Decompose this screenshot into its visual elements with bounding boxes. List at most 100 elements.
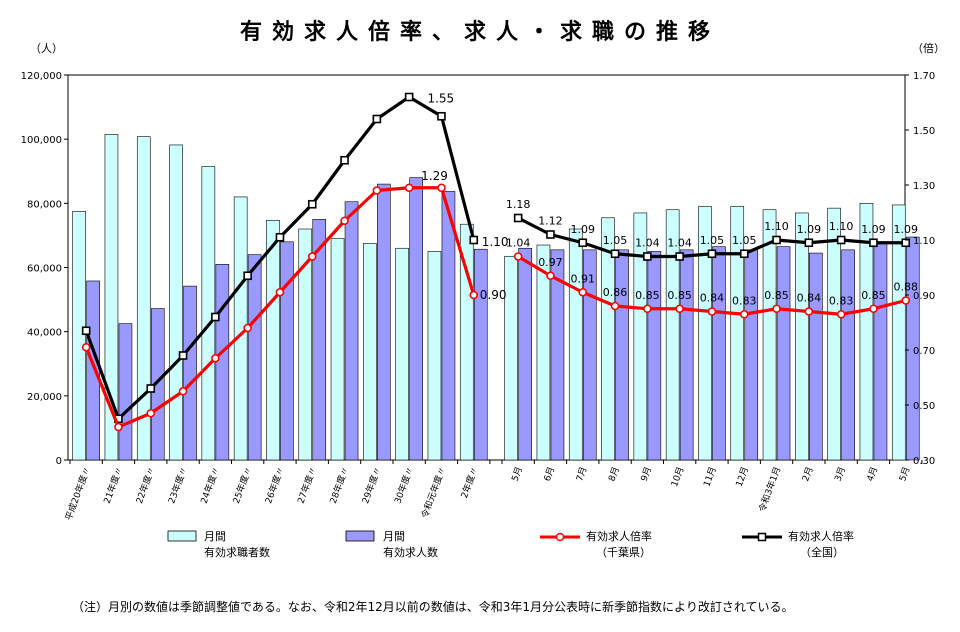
- data-label-national: 1.09: [861, 223, 886, 236]
- right-tick-label: 0.30: [913, 456, 935, 467]
- point-chiba: [836, 309, 846, 319]
- data-label-chiba: 0.84: [797, 292, 822, 305]
- point-chiba: [578, 287, 588, 297]
- category-label: 8月: [606, 465, 621, 483]
- category-label: 5月: [897, 465, 912, 483]
- point-chiba: [81, 342, 91, 352]
- category-label: 22年度〃: [133, 465, 157, 505]
- point-national: [307, 199, 317, 209]
- point-national: [275, 232, 285, 242]
- point-national: [869, 238, 878, 248]
- point-national: [178, 351, 188, 360]
- right-tick-label: 1.70: [913, 71, 935, 82]
- data-label-national: 1.10: [829, 220, 854, 233]
- data-label-chiba: 0.85: [764, 289, 789, 302]
- bar-openings: [118, 323, 133, 461]
- category-label: 26年度〃: [262, 465, 286, 505]
- bar-seekers: [363, 243, 377, 461]
- data-label-chiba: 0.91: [571, 272, 596, 285]
- category-label: 12月: [734, 465, 751, 488]
- bar-openings: [312, 219, 327, 461]
- bar-seekers: [730, 206, 745, 461]
- bar-seekers: [395, 247, 409, 461]
- bar-openings: [873, 243, 888, 461]
- legend-seekers-line2: 有効求職者数: [204, 545, 270, 559]
- point-chiba: [901, 296, 911, 305]
- point-national: [610, 249, 620, 259]
- point-chiba: [404, 183, 414, 193]
- data-label-chiba: 0.84: [700, 292, 725, 305]
- bar-seekers: [298, 228, 313, 461]
- left-tick-label: 120,000: [21, 71, 62, 82]
- data-label-national: 1.10: [482, 235, 509, 249]
- bar-seekers: [665, 209, 680, 461]
- point-chiba: [675, 304, 684, 314]
- right-tick-label: 0.50: [913, 401, 935, 412]
- left-axis-unit: （人）: [30, 42, 63, 55]
- point-national: [340, 155, 349, 165]
- bar-seekers: [859, 203, 874, 461]
- data-label-national: 1.04: [667, 237, 692, 250]
- point-national: [739, 249, 749, 259]
- bar-openings: [280, 241, 294, 461]
- category-label: 21年度〃: [101, 465, 125, 505]
- data-label-chiba: 0.86: [603, 286, 628, 299]
- bar-openings: [183, 285, 197, 461]
- chart-title: 有効求人倍率、求人・求職の推移: [239, 20, 720, 45]
- legend-national-line1: 有効求人倍率: [788, 529, 854, 543]
- data-label-national: 1.05: [732, 234, 757, 247]
- left-tick-label: 20,000: [27, 392, 62, 403]
- point-national: [643, 252, 652, 261]
- bar-seekers: [72, 211, 86, 461]
- bar-seekers: [266, 220, 280, 461]
- point-chiba: [772, 304, 781, 314]
- point-chiba: [275, 287, 285, 297]
- data-label-national: 1.04: [635, 237, 660, 250]
- data-label-national: 1.09: [894, 223, 919, 236]
- bar-openings: [377, 183, 391, 461]
- bar-openings: [841, 249, 855, 461]
- legend-openings-line1: 月間: [383, 530, 405, 543]
- point-national: [513, 213, 523, 223]
- point-national: [546, 230, 555, 239]
- point-national: [372, 114, 382, 124]
- bar-openings: [409, 177, 423, 461]
- right-tick-label: 1.50: [913, 126, 935, 137]
- data-label-chiba: 0.88: [894, 281, 919, 294]
- data-label-chiba: 0.83: [732, 294, 757, 307]
- bar-openings: [776, 246, 791, 461]
- category-label: 25年度〃: [230, 465, 254, 505]
- point-chiba: [307, 252, 317, 261]
- bar-openings: [712, 246, 726, 461]
- point-national: [804, 238, 814, 248]
- point-national: [707, 249, 717, 259]
- category-label: 30年度〃: [392, 465, 416, 505]
- right-tick-label: 1.30: [913, 181, 935, 192]
- category-label: 9月: [639, 465, 654, 483]
- bar-openings: [809, 252, 823, 461]
- point-chiba: [340, 216, 349, 226]
- bar-openings: [215, 263, 230, 461]
- bar-openings: [905, 236, 920, 461]
- bar-seekers: [795, 212, 809, 461]
- category-label: 11月: [701, 465, 718, 488]
- point-national: [901, 238, 911, 248]
- point-chiba: [546, 271, 555, 281]
- bar-seekers: [633, 212, 648, 461]
- legend-national-line2: （全国）: [800, 545, 844, 559]
- data-label-chiba: 1.29: [421, 169, 448, 183]
- data-label-chiba: 0.85: [635, 289, 660, 302]
- left-tick-label: 80,000: [27, 199, 62, 210]
- data-label-chiba: 0.83: [829, 294, 854, 307]
- category-label: 23年度〃: [165, 465, 189, 505]
- legend-openings-line2: 有効求人数: [383, 545, 438, 559]
- legend-swatch-openings: [345, 530, 375, 542]
- category-label: 3月: [833, 465, 848, 483]
- bar-seekers: [698, 206, 712, 461]
- category-label: 5月: [510, 465, 525, 483]
- data-label-chiba: 0.85: [861, 289, 886, 302]
- bar-openings: [744, 249, 759, 461]
- legend-seekers-line1: 月間: [204, 530, 226, 543]
- data-label-national: 1.55: [427, 91, 454, 105]
- data-label-chiba: 0.90: [480, 288, 507, 302]
